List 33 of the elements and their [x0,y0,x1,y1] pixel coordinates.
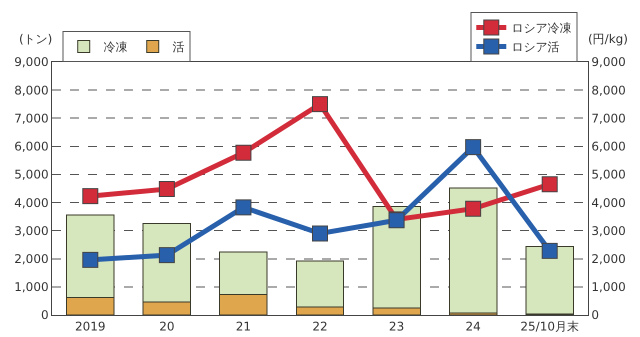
y-tick-label: 9,000 [14,55,49,70]
y2-tick-label: 5,000 [591,168,626,182]
legend-label: ロシア活 [511,40,560,54]
x-tick-label: 24 [466,319,481,334]
legend-label: 活 [172,40,185,54]
y-tick-label: 8,000 [14,83,49,98]
legend-label: 冷凍 [104,40,128,54]
y2-tick-label: 0 [591,308,600,322]
y-tick-label: 0 [40,308,49,322]
y-tick-label: 4,000 [14,196,49,210]
x-tick-label: 2019 [75,319,106,334]
x-tick-label: 21 [236,319,252,334]
y2-tick-label: 9,000 [591,55,626,70]
y-tick-label: 3,000 [14,224,49,238]
x-tick-label: 25/10月末 [520,319,580,334]
y-tick-label: 6,000 [14,140,49,154]
legend-label: ロシア冷凍 [511,21,572,36]
y2-tick-label: 8,000 [591,83,626,98]
y2-tick-label: 1,000 [591,280,626,294]
y2-axis-title: (円/kg) [588,32,628,46]
y2-tick-label: 4,000 [591,196,626,210]
y2-tick-label: 2,000 [591,252,626,266]
y2-tick-label: 3,000 [591,224,626,238]
y-tick-label: 2,000 [14,252,49,266]
x-tick-label: 22 [312,319,328,334]
y-tick-label: 7,000 [14,111,49,126]
x-tick-label: 20 [159,319,174,334]
y-tick-label: 5,000 [14,168,49,182]
x-tick-label: 23 [388,319,404,334]
y-axis-title: (トン) [19,32,52,46]
y-tick-label: 1,000 [14,280,49,294]
y2-tick-label: 6,000 [591,140,626,154]
y2-tick-label: 7,000 [591,111,626,126]
